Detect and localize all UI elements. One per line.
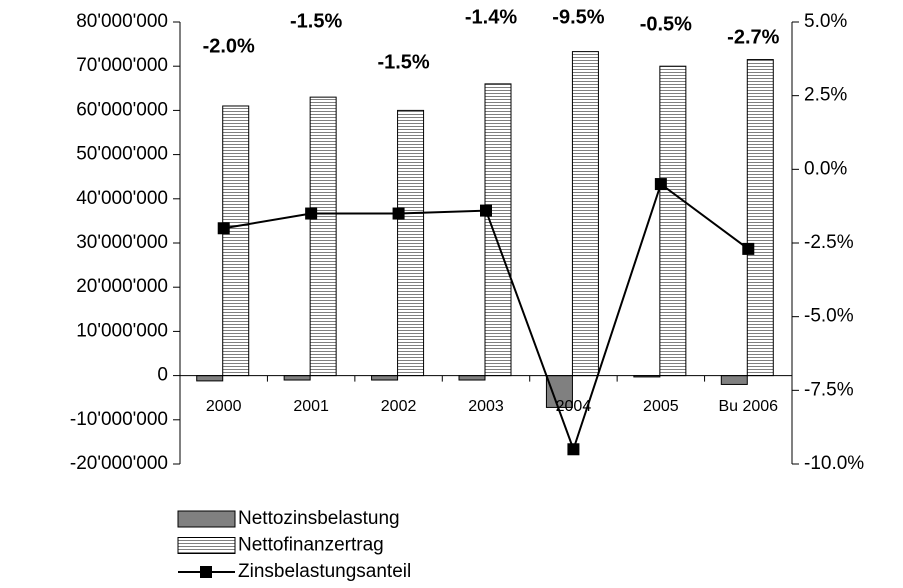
- y2-tick-label: -5.0%: [804, 306, 854, 327]
- bar: [371, 375, 399, 381]
- y-tick-label: 50'000'000: [76, 144, 168, 165]
- bar: [397, 109, 425, 377]
- x-tick-label: 2000: [206, 398, 242, 415]
- bar: [720, 375, 748, 385]
- legend-marker: [200, 566, 212, 578]
- data-label: -2.7%: [727, 26, 779, 48]
- x-tick-label: 2003: [468, 398, 504, 415]
- bar: [222, 105, 250, 377]
- data-label: -1.4%: [465, 6, 517, 28]
- bar: [746, 59, 774, 377]
- y-tick-label: 80'000'000: [76, 11, 168, 32]
- y-tick-label: 60'000'000: [76, 99, 168, 120]
- x-tick-label: 2001: [293, 398, 329, 415]
- y2-tick-label: 5.0%: [804, 11, 847, 32]
- y-tick-label: 10'000'000: [76, 320, 168, 341]
- y2-tick-label: 2.5%: [804, 85, 847, 106]
- x-tick-label: 2002: [381, 398, 417, 415]
- y-tick-label: 20'000'000: [76, 276, 168, 297]
- x-tick-label: 2005: [643, 398, 679, 415]
- data-label: -2.0%: [203, 35, 255, 57]
- legend-label: Zinsbelastungsanteil: [238, 561, 411, 582]
- legend-swatch: [177, 537, 236, 554]
- marker: [392, 207, 405, 220]
- x-tick-label: Bu 2006: [718, 398, 778, 415]
- marker: [742, 242, 755, 255]
- legend-swatch: [177, 510, 236, 528]
- y-tick-label: 70'000'000: [76, 55, 168, 76]
- legend-label: Nettozinsbelastung: [238, 508, 400, 529]
- bar: [458, 375, 486, 381]
- marker: [480, 204, 492, 217]
- bar: [659, 65, 687, 377]
- legend-label: Nettofinanzertrag: [238, 535, 384, 556]
- marker: [217, 222, 230, 235]
- data-label: -1.5%: [377, 51, 429, 73]
- bar: [283, 375, 311, 381]
- bar: [571, 51, 599, 377]
- bar: [484, 83, 512, 377]
- y-tick-label: 30'000'000: [76, 232, 168, 253]
- data-label: -1.5%: [290, 10, 342, 32]
- y-tick-label: 40'000'000: [76, 188, 168, 209]
- y-tick-label: -20'000'000: [70, 453, 168, 474]
- data-label: -0.5%: [640, 13, 692, 35]
- y-tick-label: 0: [157, 365, 168, 386]
- bar: [196, 375, 224, 382]
- marker: [654, 178, 667, 191]
- y2-tick-label: 0.0%: [804, 158, 847, 179]
- bar: [309, 96, 337, 377]
- y2-tick-label: -10.0%: [804, 453, 864, 474]
- data-label: -9.5%: [552, 6, 604, 28]
- marker: [305, 207, 318, 220]
- y2-tick-label: -7.5%: [804, 379, 854, 400]
- y-tick-label: -10'000'000: [70, 409, 168, 430]
- marker: [567, 443, 580, 456]
- y2-tick-label: -2.5%: [804, 232, 854, 253]
- x-tick-label: 2004: [556, 398, 592, 415]
- bar: [545, 375, 573, 408]
